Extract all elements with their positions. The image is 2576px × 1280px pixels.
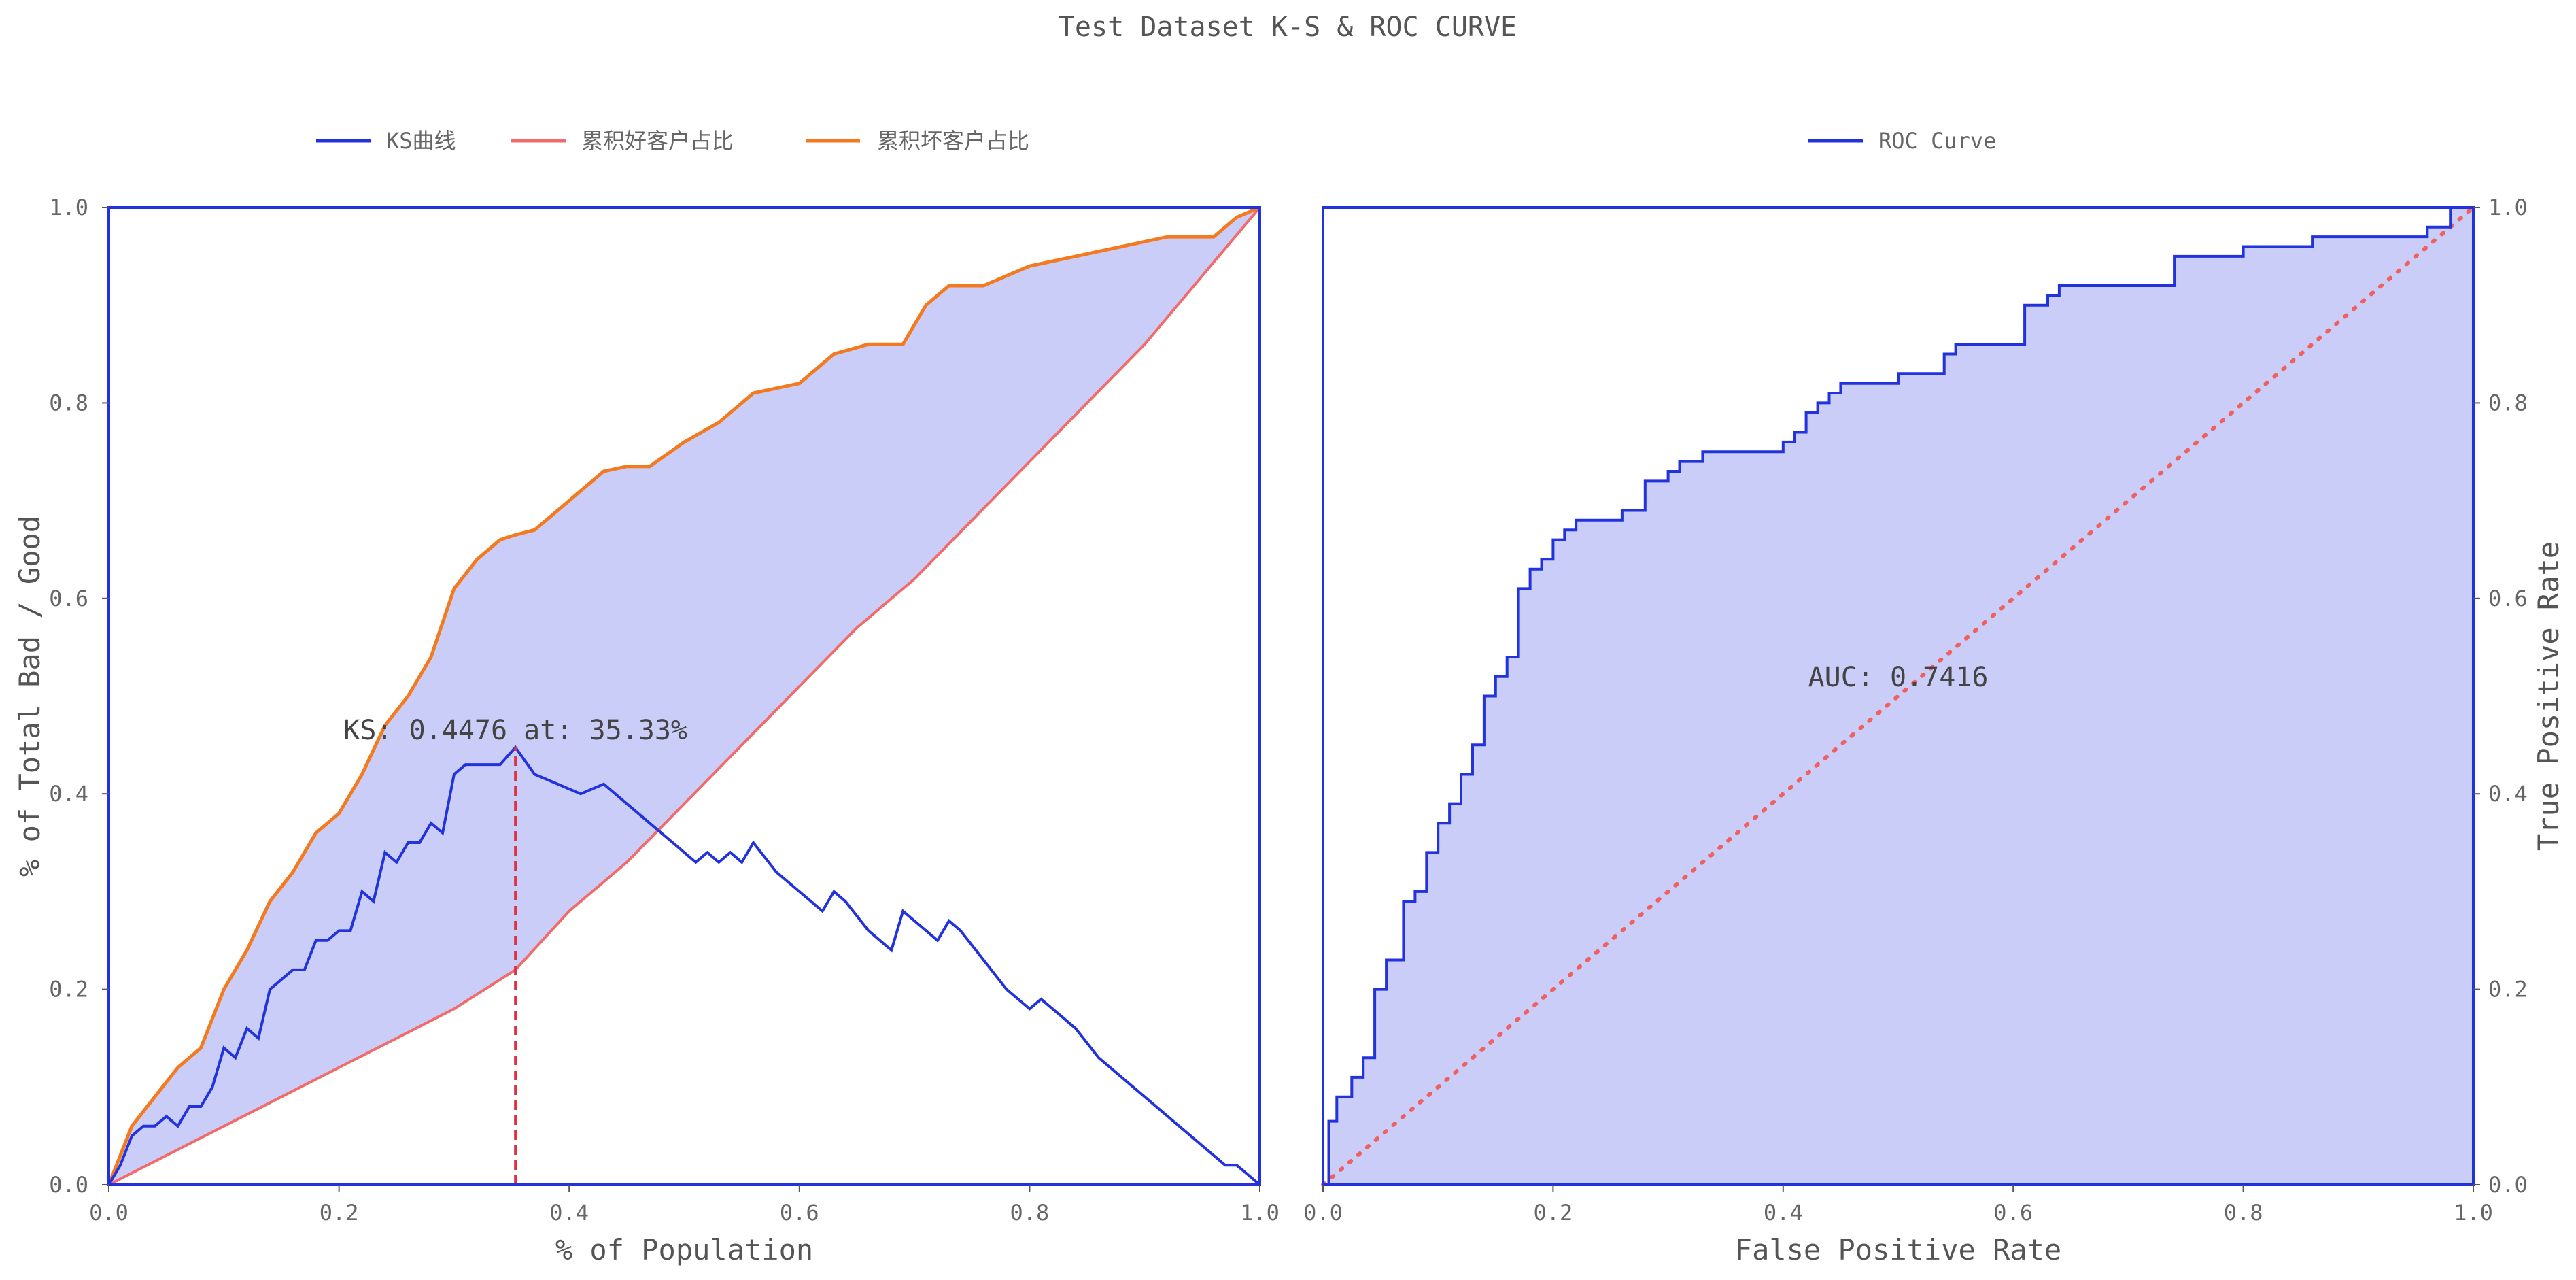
x-axis-label: False Positive Rate: [1735, 1233, 2061, 1266]
x-tick-label: 0.4: [549, 1200, 589, 1226]
figure-title: Test Dataset K-S & ROC CURVE: [1059, 12, 1517, 43]
y-tick-label: 0.4: [2488, 781, 2528, 807]
y-tick-label: 0.8: [49, 390, 88, 416]
auc-annotation: AUC: 0.7416: [1808, 662, 1989, 693]
series-line-roc: [1323, 206, 2473, 1186]
plot-frame: [107, 206, 1261, 1186]
y-tick-label: 0.2: [49, 977, 88, 1003]
ks-panel: KS: 0.4476 at: 35.33% 0.0 0.2 0.4 0.6 0.8 1.0 0…: [13, 128, 1280, 1266]
y-tick-label: 0.6: [2488, 586, 2528, 611]
x-tick-label: 0.4: [1764, 1200, 1803, 1226]
x-tick-label: 0.2: [320, 1200, 359, 1226]
plot-frame: [1322, 206, 2475, 1186]
good-bad-fill-area: [109, 207, 1260, 1185]
y-axis-label: % of Total Bad / Good: [13, 516, 46, 877]
random-baseline-line: [1321, 205, 2475, 1187]
x-tick-label: 0.0: [1303, 1200, 1343, 1226]
legend-label: 累积好客户占比: [581, 128, 734, 154]
y-tick-label: 1.0: [2488, 195, 2528, 220]
y-tick-label: 0.0: [49, 1172, 88, 1198]
x-tick-label: 0.8: [2224, 1200, 2263, 1226]
x-axis-label: % of Population: [555, 1233, 813, 1266]
x-tick-label: 0.6: [780, 1200, 819, 1226]
y-tick-label: 0.0: [2488, 1172, 2528, 1198]
x-tick-label: 0.0: [89, 1200, 128, 1226]
y-tick-label: 1.0: [49, 195, 88, 220]
legend-label: KS曲线: [386, 128, 456, 154]
y-tick-label: 0.4: [49, 781, 88, 807]
y-tick-label: 0.6: [49, 586, 88, 611]
ks-annotation: KS: 0.4476 at: 35.33%: [343, 715, 687, 746]
x-tick-label: 1.0: [2454, 1200, 2493, 1226]
x-tick-label: 1.0: [1240, 1200, 1280, 1226]
legend-label: 累积坏客户占比: [877, 128, 1029, 154]
y-axis-label: True Positive Rate: [2532, 541, 2565, 851]
series-line-good-cumulative: [108, 206, 1261, 1186]
series-line-bad-cumulative: [107, 205, 1260, 1185]
x-tick-label: 0.2: [1534, 1200, 1573, 1226]
y-tick-label: 0.8: [2488, 390, 2528, 416]
x-tick-label: 0.6: [1993, 1200, 2033, 1226]
legend-label: ROC Curve: [1878, 128, 1996, 154]
series-line-ks: [107, 745, 1261, 1186]
x-tick-label: 0.8: [1010, 1200, 1050, 1226]
y-tick-label: 0.2: [2488, 977, 2528, 1003]
